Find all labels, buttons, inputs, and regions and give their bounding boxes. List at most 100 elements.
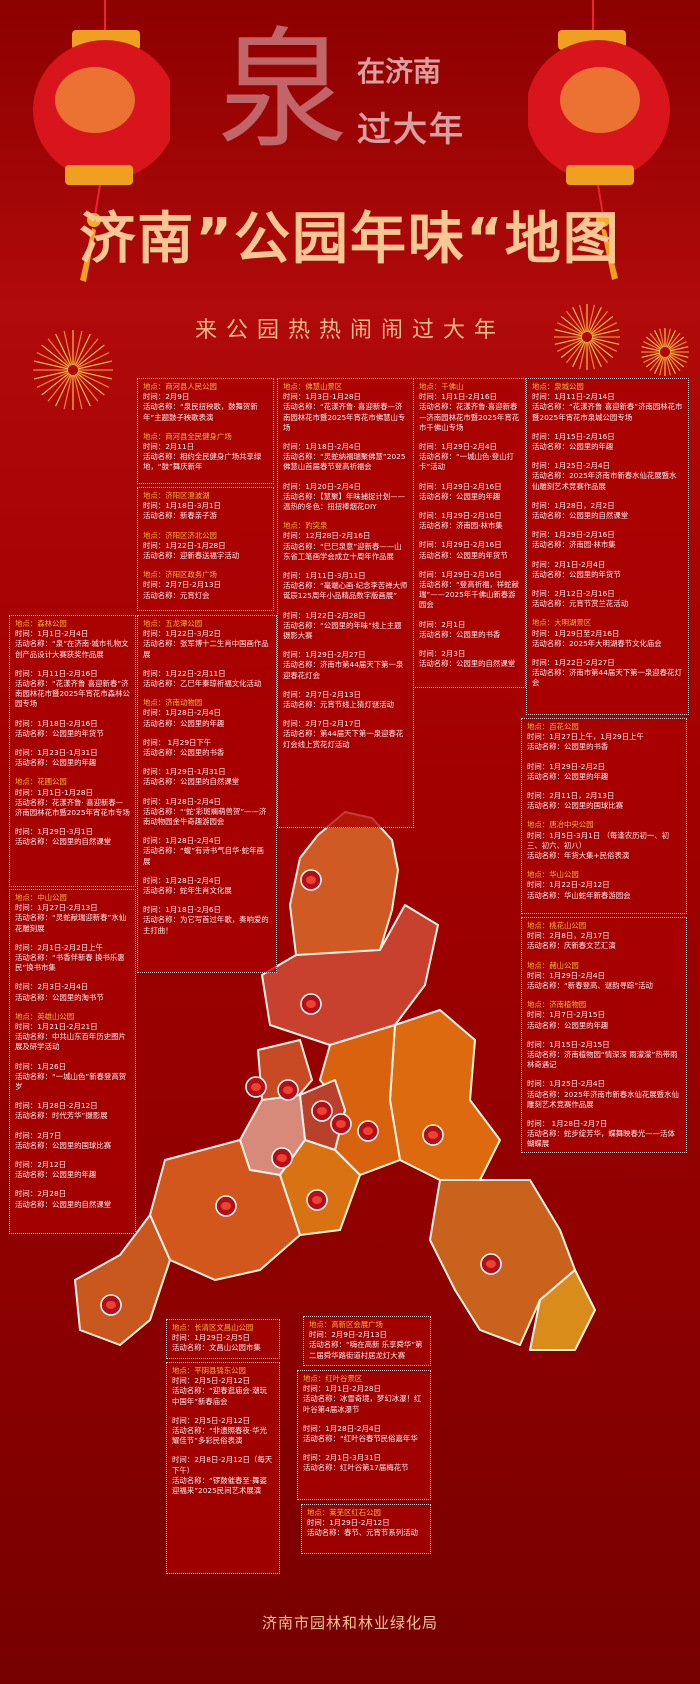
event-name-line: 活动名称：2025年济南市新春水仙花展暨水仙雕刻艺术竞赛作品展 xyxy=(532,471,683,491)
event-time-line: 时间：1月29日-2月4日 xyxy=(527,971,681,981)
activity-label: 活动名称： xyxy=(283,491,320,501)
activity-label: 活动名称： xyxy=(15,992,52,1002)
spacer xyxy=(532,492,683,501)
firework-ray xyxy=(641,352,661,358)
event-time: 2月28日 xyxy=(37,1189,67,1199)
event-name-line: 活动名称：为它写首过年歌，奏响爱的主打曲！ xyxy=(143,915,271,935)
event-name-line: 活动名称：年货大集+民俗表演 xyxy=(527,851,681,861)
activity-label: 活动名称： xyxy=(532,442,569,452)
firework-ray xyxy=(590,339,614,359)
location-name: 千佛山 xyxy=(441,382,464,391)
location-line: 地点：佛慧山景区 xyxy=(283,382,408,392)
event-time-line: 时间：1月28日-2月4日 xyxy=(143,876,271,886)
event-time: 2月3日-2月4日 xyxy=(37,982,89,992)
event-name-line: 活动名称：花漾齐鲁· 喜迎新春—济南园林花市暨2025年宵花市专场 xyxy=(15,798,130,818)
event-name-line: 活动名称：“毫端心画·纪念李苦禅大师诞辰125周年小品精品数字版画展” xyxy=(283,581,408,601)
event-box-shanghe: 地点：商河县人民公园 时间：2月9日 活动名称：“泉民扭秧歌，鼓舞贺新年”主题鼓子秧… xyxy=(137,378,274,484)
event-name: 公园里的自然课堂 xyxy=(179,777,240,787)
event-time: 2月11日 xyxy=(165,442,195,452)
activity-label: 活动名称： xyxy=(419,402,456,412)
firework-ray xyxy=(63,374,73,410)
event-name-line: 活动名称：公园里的书香 xyxy=(419,630,520,640)
event-time: 2月5日-2月12日 xyxy=(194,1376,250,1386)
event-name-line: 活动名称：华山蛇年新春游园会 xyxy=(527,891,681,901)
event-name: 公园里的年趣 xyxy=(51,758,97,768)
map-region-pingyin[interactable] xyxy=(74,1214,171,1346)
location-label: 地点： xyxy=(532,382,555,391)
footer-organization: 济南市园林和林业绿化局 xyxy=(261,1614,438,1632)
event-box-zhongshan: 地点：中山公园 时间：1月27日-2月13日 活动名称：“灵蛇献瑞迎新春”水仙花雕刻… xyxy=(9,889,136,1234)
event-name-line: 活动名称：庆新春文艺汇演 xyxy=(527,941,681,951)
event-name-line: 活动名称：“非遗照春夜·华光耀佳节”多彩民俗表演 xyxy=(172,1426,274,1446)
event-time-line: 时间：1月28日-2月4日 xyxy=(143,708,271,718)
event-time-line: 时间：1月5日-3月1日 （每逢农历初一、初三、初六、初八） xyxy=(527,831,681,851)
event-name-line: 活动名称：冰雪奇境，梦幻冰瀑！红叶谷第4届冰瀑节 xyxy=(303,1394,425,1414)
time-label: 时间： xyxy=(283,610,306,620)
event-time-line: 时间：2月8日，2月17日 xyxy=(527,931,681,941)
event-time-line: 时间：1月28日-2月4日 xyxy=(303,1424,425,1434)
event-time: 2月12日-2月16日 xyxy=(554,589,615,599)
location-name: 莱芜区红石公园 xyxy=(329,1508,381,1517)
location-label: 地点： xyxy=(283,382,306,391)
event-box-jiyang: 地点：济阳区澄波湖 时间：1月18日-3月1日 活动名称：新春亲子游 地点：济阳区济北… xyxy=(137,487,274,611)
event-time-line: 时间：1月18日-3月1日 xyxy=(143,501,268,511)
event-time-line: 时间：1月29日-2月27日 xyxy=(283,650,408,660)
event-time-line: 时间：2月9日 xyxy=(143,392,268,402)
event-name-line: 活动名称：第44届天下第一泉迎春花灯会线上赏花灯活动 xyxy=(283,729,408,749)
map-region-zhangqiu[interactable] xyxy=(389,1009,501,1181)
time-label: 时间： xyxy=(532,392,555,402)
firework-ray xyxy=(76,372,105,396)
event-time: 1月29日-2月12日 xyxy=(329,1518,390,1528)
event-name: “灵蛇献瑞迎新春”水仙花雕刻展 xyxy=(15,913,127,933)
firework-ray xyxy=(565,310,585,334)
map-region-gangcheng[interactable] xyxy=(529,1269,596,1351)
event-box-senlin: 地点：森林公园 时间：1月1日-2月4日 活动名称：“泉”在济南·城市礼物文创产品设… xyxy=(9,615,136,887)
time-label: 时间： xyxy=(527,761,550,771)
event-name-line: 活动名称：元宵节赏兰花活动 xyxy=(532,599,683,609)
activity-label: 活动名称： xyxy=(532,569,569,579)
event-time-line: 时间：1月7日-2月15日 xyxy=(527,1010,681,1020)
event-time: 1月15日-2月16日 xyxy=(554,431,615,441)
event-name-line: 活动名称：春节、元宵节系列活动 xyxy=(307,1528,425,1538)
event-time-line: 时间：1月1日-2月16日 xyxy=(419,392,520,402)
event-time: 1月7日-2月15日 xyxy=(549,1010,605,1020)
time-label: 时间： xyxy=(143,737,166,747)
activity-label: 活动名称： xyxy=(143,886,180,896)
activity-label: 活动名称： xyxy=(283,660,320,670)
spacer xyxy=(283,512,408,521)
event-name: 相约全民健身广场共享绿地，“鼓”舞庆新年 xyxy=(143,452,262,472)
event-name-line: 活动名称：“花漾齐鲁· 喜迎新春—济南园林花市暨2025年宵花市佛慧山专场 xyxy=(283,402,408,433)
location-name: 百花公园 xyxy=(549,722,579,731)
event-name-line: 活动名称：公园里的国球比赛 xyxy=(527,801,681,811)
location-label: 地点： xyxy=(527,921,550,930)
event-time: 1月29日至2月16日 xyxy=(554,628,620,638)
location-name: 高新区会展广场 xyxy=(331,1320,383,1329)
event-time: 1月18日-2月6日 xyxy=(165,905,221,915)
location-label: 地点： xyxy=(15,893,38,902)
location-line: 地点：唐冶中央公园 xyxy=(527,820,681,830)
time-label: 时间： xyxy=(15,1160,38,1170)
time-label: 时间： xyxy=(172,1415,195,1425)
firework-ray xyxy=(666,330,676,348)
event-time-line: 时间：2月9日-2月13日 xyxy=(309,1330,425,1340)
location-line: 地点：英雄山公园 xyxy=(15,1012,130,1022)
event-name-line: 活动名称：济南植物园“情深深 雨濛濛”热带雨林奇遇记 xyxy=(527,1050,681,1070)
event-name-line: 活动名称：“灵蛇纳福瑞聚佛慧”2025佛慧山首届春节登高祈福会 xyxy=(283,452,408,472)
firework-ray xyxy=(589,310,609,334)
activity-label: 活动名称： xyxy=(532,402,569,412)
spacer xyxy=(527,811,681,820)
event-name: 蛇步绽芳华，蝶舞映春光——活体蝴蝶展 xyxy=(527,1129,675,1149)
event-box-laiwu: 地点：莱芜区红石公园 时间：1月29日-2月12日 活动名称：春节、元宵节系列活动 xyxy=(301,1504,431,1554)
event-time-line: 时间：1月23日-1月31日 xyxy=(15,748,130,758)
location-label: 地点： xyxy=(143,698,166,708)
firework-ray xyxy=(589,340,609,364)
jinan-district-map xyxy=(74,811,596,1351)
event-time: 1月11日-2月16日 xyxy=(37,668,98,678)
location-name: 五龙潭公园 xyxy=(165,619,203,628)
event-name-line: 活动名称：公园里的年趣 xyxy=(532,442,683,452)
lantern-glyph-icon xyxy=(106,1301,116,1309)
event-name: 公园里的自然课堂 xyxy=(568,511,629,521)
time-label: 时间： xyxy=(172,1376,195,1386)
event-name-line: 活动名称：“一城山色·登山打卡”活动 xyxy=(419,452,520,472)
firework-ray xyxy=(666,356,676,374)
